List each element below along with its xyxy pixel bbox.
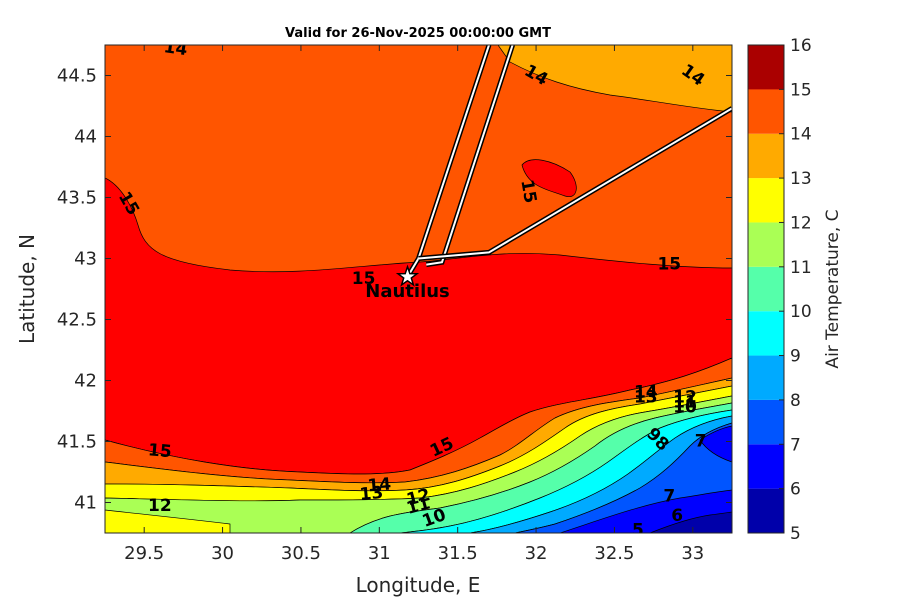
colorbar-tick-label: 15 [790,80,812,100]
colorbar-segment [748,89,784,134]
chart-title: Valid for 26-Nov-2025 00:00:00 GMT [285,26,551,41]
colorbar-tick-label: 11 [790,258,812,278]
contour-label: 15 [147,440,172,462]
contour-label: 13 [634,388,658,408]
colorbar-tick-label: 12 [790,213,812,233]
colorbar-tick-label: 5 [790,524,801,544]
colorbar-segment [748,488,784,533]
colorbar-segment [748,399,784,445]
colorbar-tick-label: 10 [790,302,812,322]
y-axis-label: Latitude, N [15,234,39,344]
x-tick-label: 30 [211,543,234,564]
track-line [418,107,732,260]
y-tick-label: 41 [74,493,97,514]
x-tick-label: 29.5 [124,543,164,564]
colorbar-segment [748,444,784,489]
colorbar-tick-label: 14 [790,125,812,145]
contour-label: 15 [352,269,376,289]
x-tick-label: 32.5 [594,543,634,564]
colorbar-tick-label: 6 [790,480,801,500]
colorbar-tick-label: 7 [790,435,801,455]
colorbar-frame [747,44,785,534]
colorbar-segment [748,311,784,356]
x-tick-label: 31 [368,543,391,564]
y-tick-label: 44.5 [57,66,97,87]
axes-frame [104,44,733,534]
colorbar-segment [748,133,784,179]
colorbar-label: Air Temperature, C [823,209,843,368]
contour-label: 15 [657,255,681,275]
x-tick-label: 33 [681,543,704,564]
contour-label: 15 [516,178,540,205]
band-15-16-patch [521,159,577,197]
band-13-14-top [497,45,732,113]
contour-label: 7 [695,432,707,452]
x-axis-ticks: 29.5 30 30.5 31 31.5 32 32.5 33 [124,45,704,564]
colorbar-tick-label: 16 [790,36,812,56]
y-tick-label: 44 [74,127,97,148]
colorbar-segment-top [748,45,784,90]
y-axis-ticks: 41 41.5 42 42.5 43 43.5 44 44.5 [57,66,732,514]
band-5-6 [649,511,732,533]
contour-label: 11 [673,392,697,412]
x-tick-label: 32 [525,543,548,564]
colorbar-segment [748,266,784,312]
colorbar: 5 6 7 8 9 10 11 12 13 14 15 16 [747,36,812,544]
y-tick-label: 43.5 [57,188,97,209]
vessel-marker: Nautilus [365,264,450,302]
contour-label: 13 [359,483,384,505]
x-axis-label: Longitude, E [356,573,481,597]
contour-label: 14 [162,37,188,60]
colorbar-segment [748,178,784,223]
contour-label: 6 [671,506,683,526]
colorbar-segment [748,355,784,400]
colorbar-tick-label: 9 [790,347,801,367]
y-tick-label: 42.5 [57,310,97,331]
y-tick-label: 41.5 [57,432,97,453]
contour-label: 14 [634,383,658,403]
vessel-name: Nautilus [365,281,450,302]
x-tick-label: 31.5 [438,543,478,564]
contour-label: 5 [632,521,644,541]
contour-label: 10 [673,397,697,417]
colorbar-segment [748,222,784,267]
vessel-tracks [405,45,732,279]
colorbar-tick-label: 8 [790,391,801,411]
contour-label: 7 [663,486,675,506]
y-tick-label: 42 [74,371,97,392]
colorbar-tick-label: 13 [790,169,812,189]
band-12-13-lower [105,509,231,533]
track-line [426,45,514,266]
x-tick-label: 30.5 [281,543,321,564]
contour-label: 12 [148,496,172,516]
y-tick-label: 43 [74,249,97,270]
vessel-star-icon [395,264,420,287]
contour-label: 12 [673,388,697,408]
band-6-7-east [699,425,732,463]
contour-label: 14 [367,474,392,496]
